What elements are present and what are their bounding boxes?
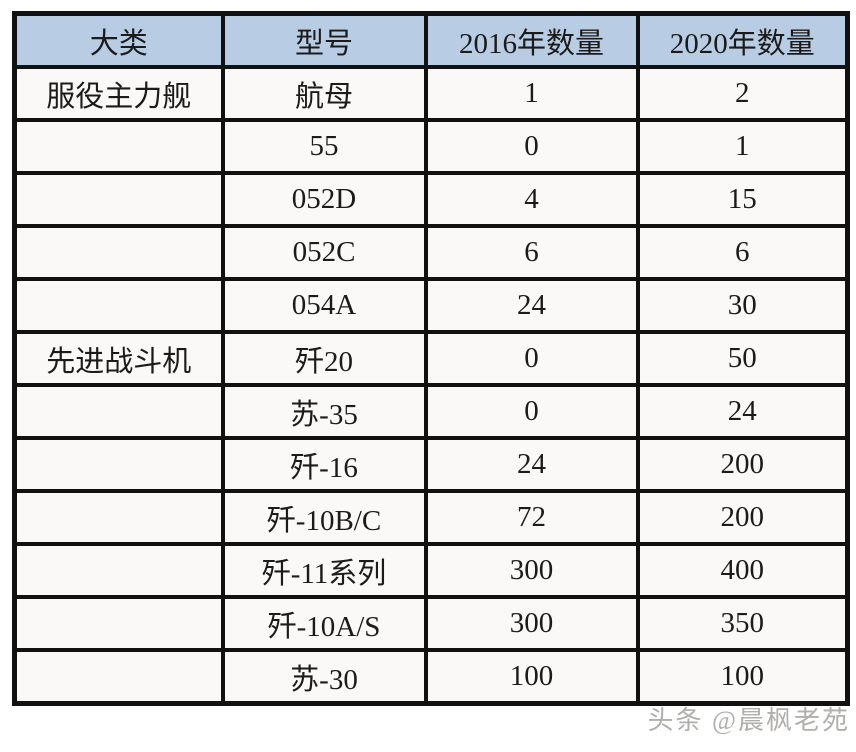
table-row: 歼-16 24 200: [12, 436, 850, 493]
model-cell: 歼-10B/C: [220, 489, 428, 546]
header-cell-2016-count: 2016年数量: [423, 11, 640, 69]
model-cell: 55: [220, 118, 428, 175]
qty-2016-cell: 300: [423, 542, 640, 599]
model-cell: 歼-10A/S: [220, 595, 428, 652]
qty-2020-cell: 15: [635, 171, 850, 228]
model-cell: 052C: [220, 224, 428, 281]
qty-2016-cell: 24: [423, 436, 640, 493]
header-cell-category: 大类: [12, 11, 225, 69]
table-row: 歼-10B/C 72 200: [12, 489, 850, 546]
model-cell: 歼-11系列: [220, 542, 428, 599]
table-row: 052C 6 6: [12, 224, 850, 281]
qty-2016-cell: 1: [423, 65, 640, 122]
qty-2020-cell: 400: [635, 542, 850, 599]
category-cell: 先进战斗机: [12, 330, 225, 387]
table-row: 052D 4 15: [12, 171, 850, 228]
table-body: 服役主力舰 航母 1 2 55 0 1 052D 4 15 052C 6 6 0…: [12, 65, 850, 706]
table-row: 苏-35 0 24: [12, 383, 850, 440]
qty-2020-cell: 100: [635, 648, 850, 706]
category-cell: 服役主力舰: [12, 65, 225, 122]
category-cell: [12, 542, 225, 599]
watermark-text: 头条 @晨枫老苑: [647, 706, 850, 735]
qty-2016-cell: 72: [423, 489, 640, 546]
qty-2020-cell: 30: [635, 277, 850, 334]
equipment-count-table: 大类 型号 2016年数量 2020年数量 服役主力舰 航母 1 2 55 0 …: [12, 11, 850, 706]
qty-2020-cell: 200: [635, 436, 850, 493]
model-cell: 苏-30: [220, 648, 428, 706]
qty-2020-cell: 350: [635, 595, 850, 652]
qty-2016-cell: 6: [423, 224, 640, 281]
qty-2020-cell: 2: [635, 65, 850, 122]
table-row: 054A 24 30: [12, 277, 850, 334]
category-cell: [12, 118, 225, 175]
table-row: 服役主力舰 航母 1 2: [12, 65, 850, 122]
qty-2020-cell: 200: [635, 489, 850, 546]
header-row: 大类 型号 2016年数量 2020年数量: [12, 11, 850, 69]
model-cell: 歼-16: [220, 436, 428, 493]
table-row: 苏-30 100 100: [12, 648, 850, 706]
qty-2016-cell: 4: [423, 171, 640, 228]
qty-2016-cell: 100: [423, 648, 640, 706]
qty-2016-cell: 300: [423, 595, 640, 652]
header-cell-model: 型号: [220, 11, 428, 69]
model-cell: 航母: [220, 65, 428, 122]
header-cell-2020-count: 2020年数量: [635, 11, 850, 69]
category-cell: [12, 277, 225, 334]
table-row: 歼-10A/S 300 350: [12, 595, 850, 652]
model-cell: 歼20: [220, 330, 428, 387]
qty-2016-cell: 24: [423, 277, 640, 334]
category-cell: [12, 171, 225, 228]
category-cell: [12, 436, 225, 493]
category-cell: [12, 383, 225, 440]
qty-2020-cell: 50: [635, 330, 850, 387]
model-cell: 苏-35: [220, 383, 428, 440]
category-cell: [12, 224, 225, 281]
qty-2016-cell: 0: [423, 330, 640, 387]
model-cell: 054A: [220, 277, 428, 334]
table-row: 55 0 1: [12, 118, 850, 175]
model-cell: 052D: [220, 171, 428, 228]
table-row: 歼-11系列 300 400: [12, 542, 850, 599]
qty-2016-cell: 0: [423, 383, 640, 440]
category-cell: [12, 595, 225, 652]
qty-2020-cell: 1: [635, 118, 850, 175]
category-cell: [12, 489, 225, 546]
qty-2020-cell: 6: [635, 224, 850, 281]
category-cell: [12, 648, 225, 706]
qty-2020-cell: 24: [635, 383, 850, 440]
table-row: 先进战斗机 歼20 0 50: [12, 330, 850, 387]
qty-2016-cell: 0: [423, 118, 640, 175]
